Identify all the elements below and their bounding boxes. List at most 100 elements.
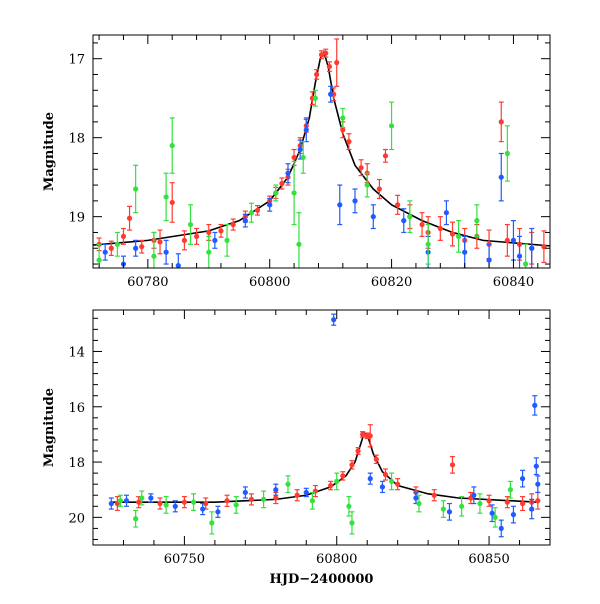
- data-point: [108, 500, 114, 507]
- y-tick-label: 18: [68, 456, 85, 471]
- data-point: [303, 489, 309, 496]
- plot-frame: [92, 309, 551, 546]
- data-point: [456, 233, 462, 240]
- data-point: [419, 221, 425, 228]
- y-tick-label: 20: [68, 511, 85, 526]
- data-point: [296, 241, 302, 247]
- data-point: [163, 249, 169, 255]
- data-point: [248, 496, 255, 502]
- data-point: [471, 492, 477, 498]
- data-point: [358, 165, 364, 171]
- data-point: [248, 210, 255, 216]
- data-point: [267, 202, 273, 208]
- y-axis-title: Magnitude: [42, 388, 57, 467]
- data-point: [242, 489, 248, 496]
- data-point: [326, 63, 333, 70]
- data-point: [446, 509, 453, 515]
- data-point: [349, 520, 355, 526]
- data-point: [114, 241, 120, 247]
- data-point: [535, 498, 541, 504]
- data-point: [440, 506, 446, 512]
- series-3: [117, 472, 513, 535]
- data-point: [529, 245, 535, 251]
- data-point: [273, 190, 279, 196]
- data-point: [346, 139, 352, 145]
- data-point: [328, 482, 334, 489]
- y-axis-title: Magnitude: [42, 112, 57, 191]
- data-point: [126, 215, 133, 221]
- data-point: [206, 249, 212, 255]
- y-tick-label: 19: [68, 211, 85, 226]
- y-tick-label: 14: [68, 345, 85, 360]
- data-point: [254, 207, 261, 213]
- data-point: [163, 502, 169, 508]
- data-point: [535, 481, 541, 487]
- data-point: [215, 509, 221, 515]
- data-point: [181, 499, 187, 505]
- plot-area: [108, 313, 541, 538]
- data-point: [507, 487, 513, 493]
- data-point: [291, 154, 297, 161]
- data-point: [388, 123, 395, 129]
- data-point: [300, 154, 306, 161]
- data-point: [294, 492, 300, 498]
- data-point: [437, 225, 443, 232]
- data-point: [449, 231, 456, 237]
- data-point: [96, 257, 102, 263]
- data-point: [193, 233, 200, 240]
- data-point: [133, 516, 139, 522]
- x-tick-label: 60800: [249, 275, 290, 290]
- data-point: [136, 499, 142, 505]
- data-point: [367, 476, 373, 482]
- data-point: [349, 462, 355, 468]
- data-point: [163, 194, 169, 200]
- data-point: [181, 237, 187, 243]
- data-point: [273, 495, 279, 501]
- data-point: [303, 127, 309, 133]
- data-point: [108, 245, 114, 251]
- data-point: [133, 186, 139, 192]
- data-point: [346, 503, 352, 509]
- data-point: [242, 218, 248, 224]
- data-point: [523, 261, 529, 267]
- data-point: [337, 202, 343, 208]
- data-point: [340, 115, 346, 121]
- y-tick-label: 17: [68, 53, 85, 68]
- data-point: [401, 218, 407, 224]
- data-point: [157, 239, 163, 245]
- data-point: [200, 506, 206, 512]
- series-1: [114, 424, 541, 512]
- data-point: [273, 487, 279, 493]
- data-point: [190, 499, 197, 505]
- data-point: [352, 198, 358, 204]
- data-point: [492, 514, 498, 520]
- panel-2: 60750 60800 60850 14 16 18 20 Magnitude HJD−2400…: [42, 309, 551, 587]
- data-point: [328, 91, 334, 97]
- series-2: [102, 85, 535, 268]
- data-point: [331, 317, 337, 323]
- data-point: [373, 456, 379, 462]
- data-point: [157, 500, 163, 507]
- data-point: [187, 221, 194, 228]
- data-point: [323, 50, 329, 56]
- data-point: [169, 199, 175, 206]
- data-point: [233, 502, 239, 508]
- data-point: [443, 210, 450, 216]
- data-point: [230, 221, 236, 228]
- data-point: [279, 180, 285, 187]
- data-point: [379, 484, 386, 490]
- data-point: [395, 202, 401, 208]
- data-point: [486, 257, 492, 263]
- data-point: [477, 500, 483, 507]
- data-point: [314, 71, 320, 78]
- data-point: [516, 253, 523, 259]
- data-point: [203, 500, 209, 507]
- data-point: [334, 478, 340, 485]
- data-point: [533, 463, 539, 469]
- data-point: [376, 186, 382, 192]
- data-point: [425, 241, 431, 247]
- data-point: [123, 498, 130, 504]
- data-point: [291, 190, 297, 196]
- data-point: [407, 214, 413, 220]
